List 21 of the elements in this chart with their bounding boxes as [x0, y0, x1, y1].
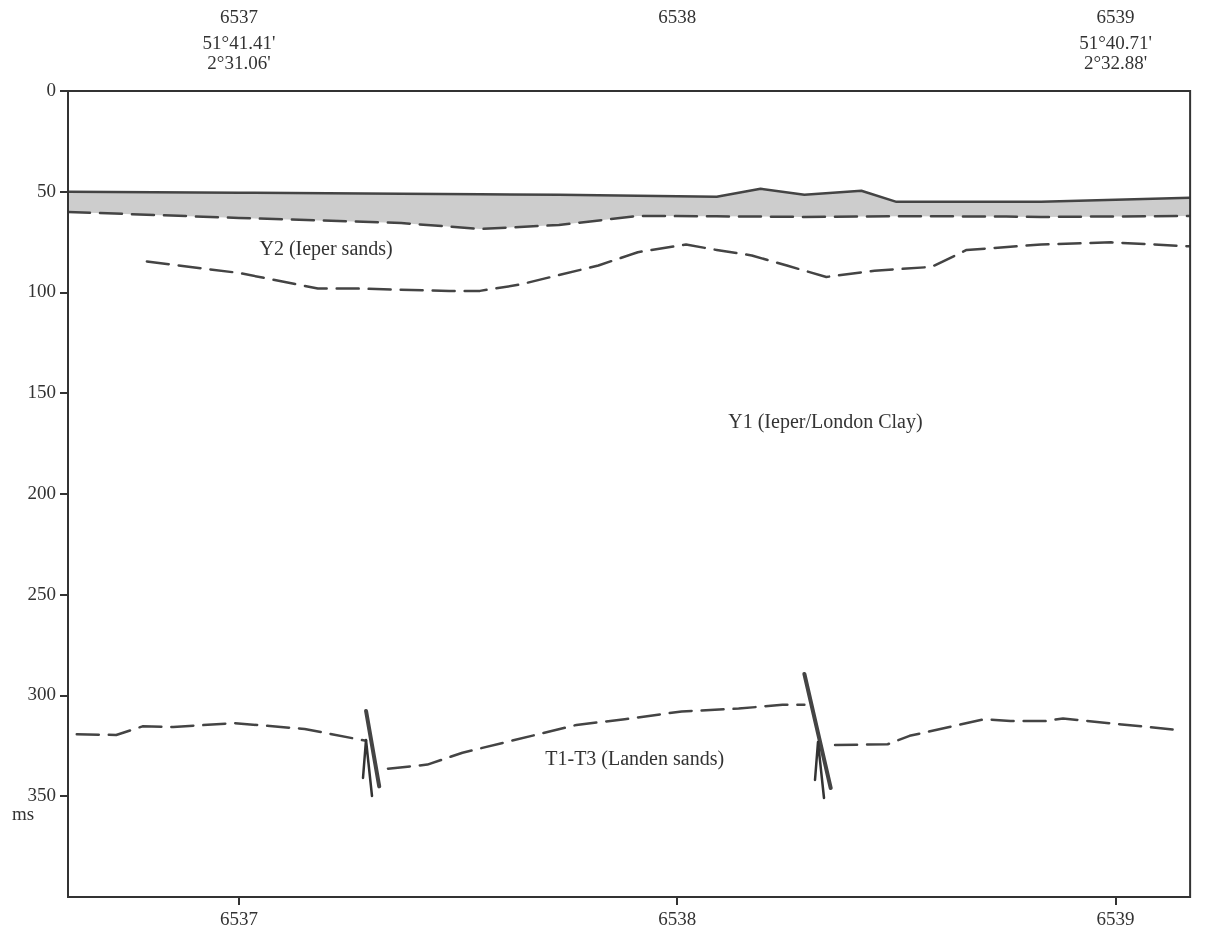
x-tick-label: 6539 — [1096, 908, 1135, 930]
annotation: Y2 (Ieper sands) — [259, 237, 393, 261]
y-tick-label: 350 — [27, 784, 56, 806]
x-tick-label: 6538 — [658, 908, 697, 930]
y-tick-label: 50 — [37, 179, 56, 201]
annotation: Y1 (Ieper/London Clay) — [728, 410, 923, 434]
text: 51°41.41' 2°31.06' — [202, 31, 276, 73]
y-tick-label: 250 — [27, 582, 56, 604]
y-tick-label: 200 — [27, 481, 56, 503]
y-tick-label: 150 — [27, 381, 56, 403]
x2-tick-label: 6539 — [1096, 5, 1135, 27]
x-tick-label: 6537 — [219, 908, 258, 930]
annotation: T1-T3 (Landen sands) — [545, 747, 725, 771]
y-tick-label: 100 — [27, 280, 56, 302]
text: 51°40.71' 2°32.88' — [1079, 31, 1152, 73]
x2-tick-label: 6537 — [219, 5, 258, 27]
x2-tick-label: 6538 — [658, 5, 697, 27]
y-tick-label: 0 — [46, 78, 56, 100]
y-tick-label: 300 — [27, 683, 56, 705]
line-series — [145, 241, 1191, 293]
y-axis-title: ms — [11, 803, 35, 825]
